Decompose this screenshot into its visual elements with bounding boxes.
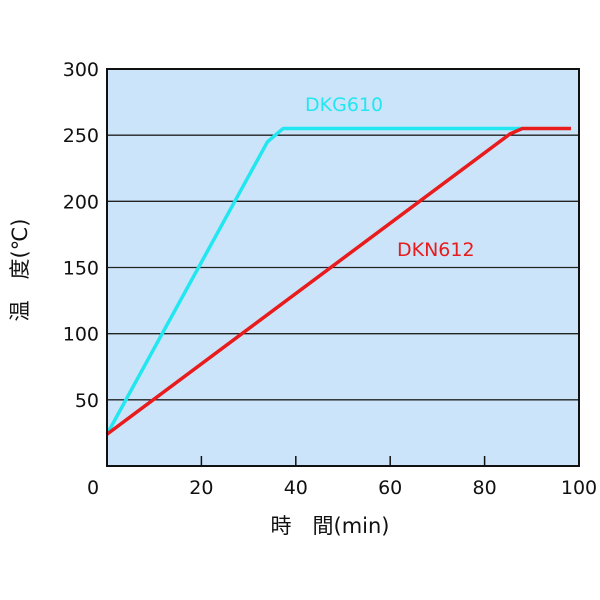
y-tick-label: 300 bbox=[63, 59, 99, 81]
y-tick-label: 100 bbox=[63, 324, 99, 346]
x-axis-label: 時 間(min) bbox=[271, 514, 390, 538]
x-tick-label: 40 bbox=[284, 477, 308, 499]
series-label-dkg610: DKG610 bbox=[305, 94, 383, 116]
series-label-dkn612: DKN612 bbox=[397, 239, 475, 261]
y-tick-label: 250 bbox=[63, 125, 99, 147]
y-axis-label: 温 度(℃) bbox=[8, 219, 32, 322]
x-tick-label: 80 bbox=[473, 477, 497, 499]
series-line-dkg610 bbox=[105, 126, 523, 436]
x-tick-label: 20 bbox=[189, 477, 213, 499]
x-tick-label: 60 bbox=[378, 477, 402, 499]
y-tick-label: 50 bbox=[75, 390, 99, 412]
x-tick-label: 0 bbox=[87, 477, 99, 499]
y-tick-label: 150 bbox=[63, 258, 99, 280]
plot-frame bbox=[106, 68, 580, 467]
series-line-dkn612 bbox=[105, 126, 571, 436]
y-tick-label: 200 bbox=[63, 191, 99, 213]
x-tick-label: 100 bbox=[561, 477, 597, 499]
